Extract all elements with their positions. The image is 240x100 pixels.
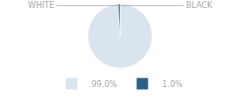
svg-text:1.0%: 1.0%	[162, 80, 183, 89]
svg-text:WHITE: WHITE	[28, 1, 54, 10]
svg-text:BLACK: BLACK	[186, 1, 213, 10]
svg-text:99.0%: 99.0%	[92, 80, 118, 89]
